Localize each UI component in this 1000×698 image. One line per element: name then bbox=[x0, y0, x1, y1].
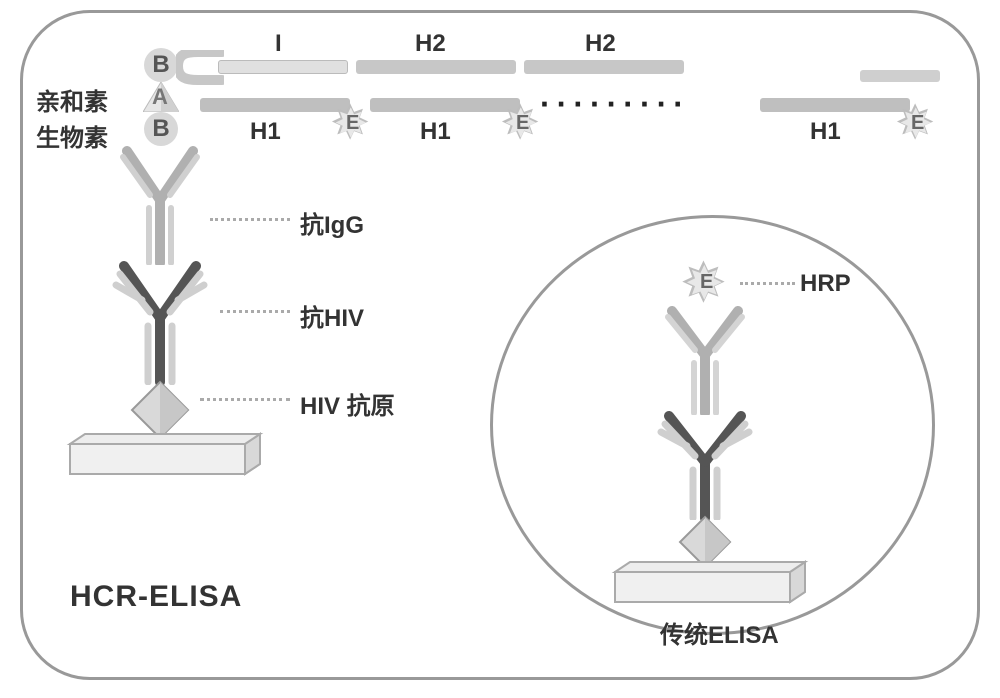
label-H2-1: H2 bbox=[415, 30, 446, 58]
seg-H1-2 bbox=[370, 98, 520, 112]
label-anti-igg: 抗IgG bbox=[300, 205, 364, 240]
dash-hiv bbox=[220, 310, 290, 313]
seg-H1-3 bbox=[760, 98, 910, 112]
label-hrp: HRP bbox=[800, 270, 851, 298]
ellipsis-dots: ········· bbox=[540, 86, 690, 123]
enzyme-star-1: ✸✸E bbox=[330, 100, 378, 148]
title-hcr-elisa: HCR-ELISA bbox=[70, 580, 242, 614]
enzyme-star-3: ✸✸E bbox=[895, 100, 943, 148]
seg-H1-1 bbox=[200, 98, 350, 112]
biotin-bottom-circle: B bbox=[144, 112, 178, 146]
seg-top-right bbox=[860, 70, 940, 82]
label-affinity: 亲和素 bbox=[36, 82, 108, 117]
label-biotin: 生物素 bbox=[36, 118, 108, 153]
label-I: I bbox=[275, 30, 282, 58]
anti-hiv-antibody bbox=[112, 260, 208, 385]
biotin-top-circle: B bbox=[144, 48, 178, 82]
label-anti-hiv: 抗HIV bbox=[300, 298, 364, 333]
anti-hiv-right bbox=[657, 410, 753, 520]
hrp-star: ✸ ✸ E bbox=[680, 255, 736, 311]
label-A: A bbox=[152, 84, 168, 110]
label-H1-3: H1 bbox=[810, 118, 841, 146]
seg-I bbox=[218, 60, 348, 74]
hiv-antigen-diamond bbox=[130, 380, 190, 440]
seg-H2-2 bbox=[524, 60, 684, 74]
plate-right bbox=[610, 560, 810, 608]
b-loop bbox=[176, 50, 224, 86]
dash-igg bbox=[210, 218, 290, 221]
anti-igg-right bbox=[660, 305, 750, 415]
seg-H2-1 bbox=[356, 60, 516, 74]
dash-hrp bbox=[740, 282, 795, 285]
label-H1-1: H1 bbox=[250, 118, 281, 146]
label-H2-2: H2 bbox=[585, 30, 616, 58]
dash-antigen bbox=[200, 398, 290, 401]
title-traditional: 传统ELISA bbox=[660, 615, 779, 650]
label-hiv-antigen: HIV 抗原 bbox=[300, 386, 395, 421]
plate-left bbox=[65, 432, 265, 480]
label-H1-2: H1 bbox=[420, 118, 451, 146]
anti-igg-antibody bbox=[115, 145, 205, 265]
enzyme-star-2: ✸✸E bbox=[500, 100, 548, 148]
